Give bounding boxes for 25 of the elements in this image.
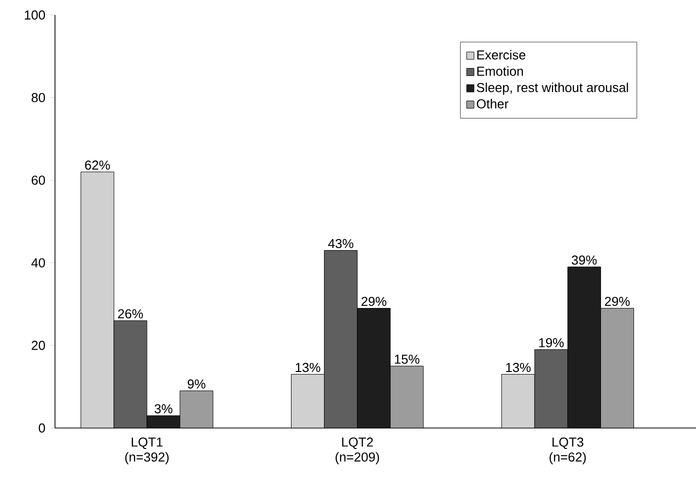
data-label: 62% [85,160,110,170]
y-tick-label: 60 [32,176,45,185]
data-label: 29% [362,296,386,306]
legend-label: Sleep, rest without arousal [476,82,628,95]
data-label: 13% [506,362,531,372]
x-tick-label: LQT3 (n=62) [550,438,586,464]
data-label: 19% [539,338,564,348]
x-tick-label: LQT1 (n=392) [125,438,169,464]
data-label: 43% [328,238,354,248]
data-label: 29% [604,296,630,306]
legend-label: Other [476,98,508,108]
data-label: 3% [154,404,172,414]
data-label: 13% [296,362,320,372]
data-label: 39% [572,256,597,265]
legend-label: Emotion [477,66,523,76]
y-tick-label: 20 [32,340,45,350]
data-label: 26% [118,309,143,318]
legend-label: Exercise [477,50,526,60]
data-label: 9% [188,379,206,389]
x-tick-label: LQT2 (n=209) [336,438,379,464]
y-tick-label: 100 [24,10,45,20]
y-tick-label: 0 [38,423,45,433]
y-tick-label: 80 [32,93,45,102]
data-label: 15% [394,354,420,364]
y-tick-label: 40 [31,258,45,268]
